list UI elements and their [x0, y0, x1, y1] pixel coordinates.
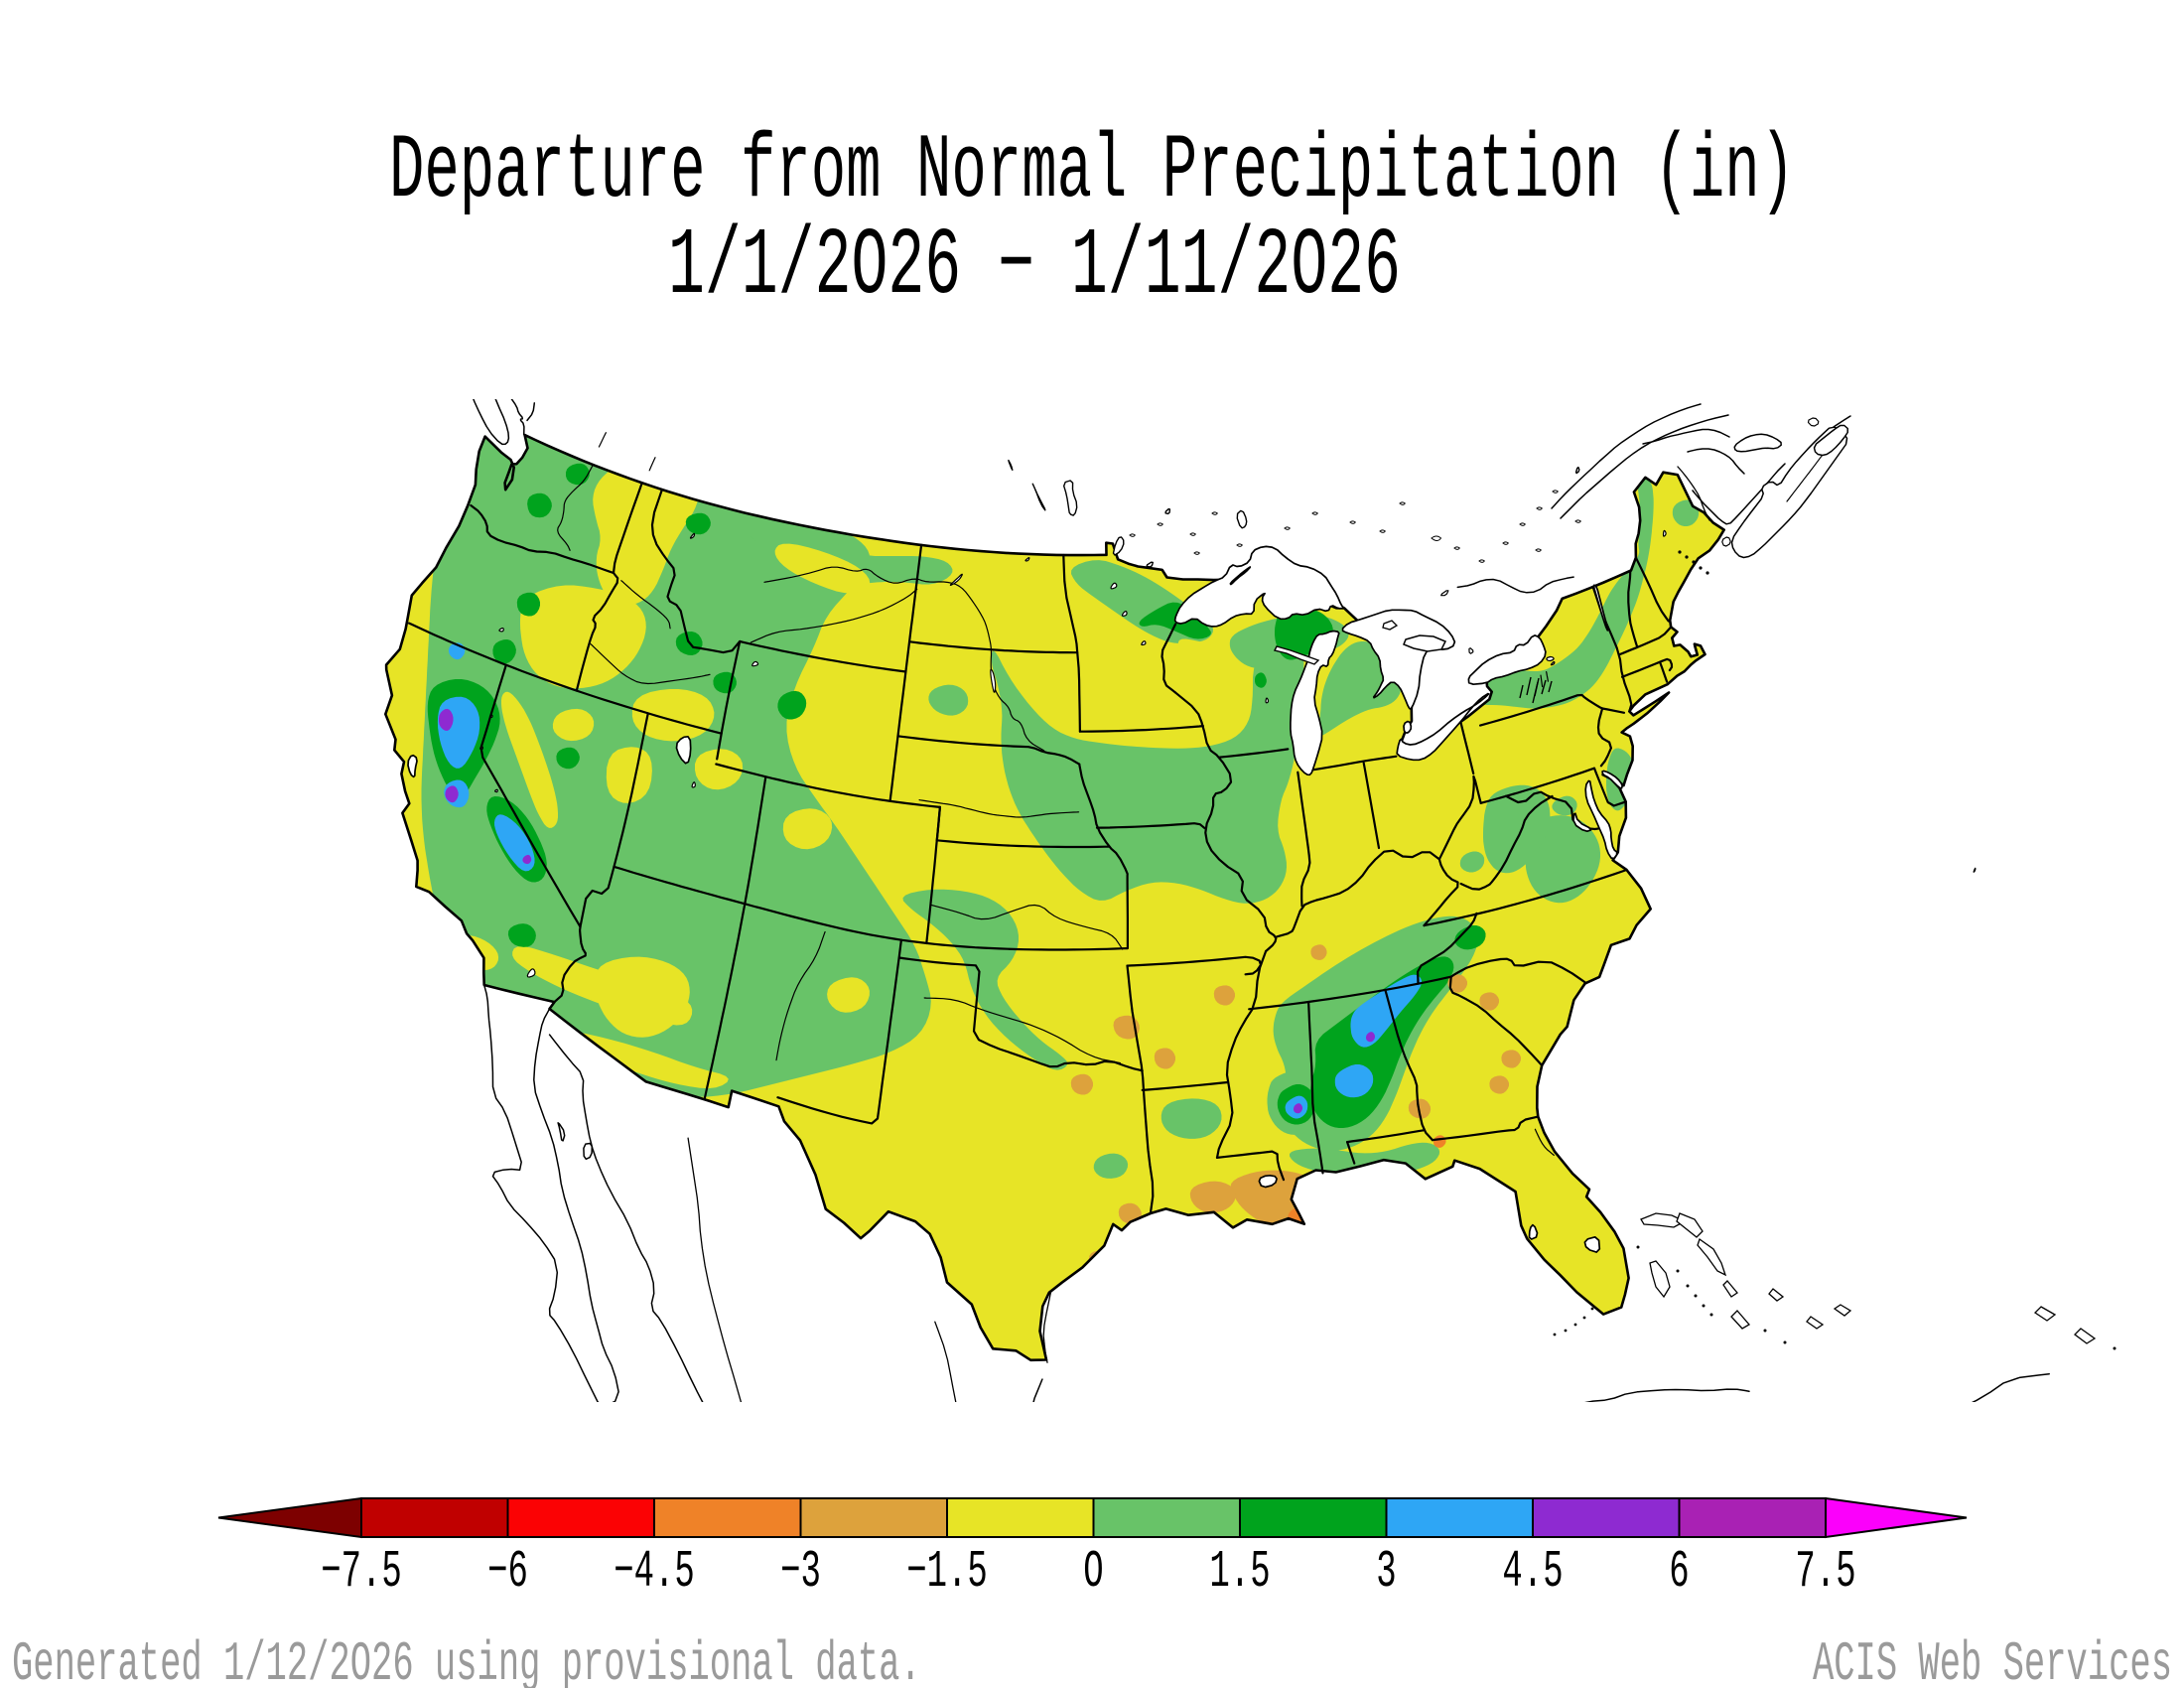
svg-text:−6: −6	[487, 1543, 528, 1603]
svg-text:3: 3	[1376, 1543, 1396, 1603]
svg-text:−1.5: −1.5	[906, 1543, 988, 1603]
svg-text:−7.5: −7.5	[321, 1543, 402, 1603]
svg-text:6: 6	[1669, 1543, 1689, 1603]
svg-text:O: O	[1083, 1543, 1103, 1603]
svg-text:Departure from Normal Precipit: Departure from Normal Precipitation (in)	[389, 121, 1795, 224]
svg-text:−3: −3	[780, 1543, 821, 1603]
svg-text:7.5: 7.5	[1795, 1543, 1855, 1603]
svg-text:ACIS Web Services: ACIS Web Services	[1813, 1633, 2172, 1688]
svg-text:1/1/2O26 − 1/11/2O26: 1/1/2O26 − 1/11/2O26	[668, 213, 1401, 321]
svg-text:−4.5: −4.5	[614, 1543, 695, 1603]
svg-text:4.5: 4.5	[1502, 1543, 1563, 1603]
svg-text:Generated 1/12/2O26 using prov: Generated 1/12/2O26 using provisional da…	[12, 1633, 921, 1688]
svg-text:1.5: 1.5	[1209, 1543, 1270, 1603]
